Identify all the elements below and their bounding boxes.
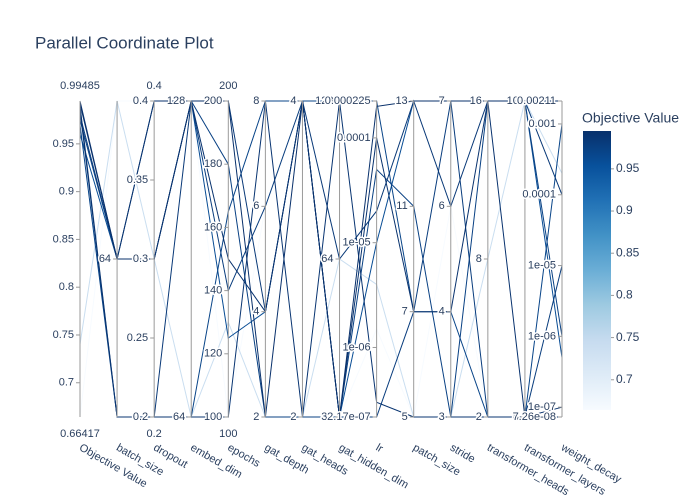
tick-label: 11	[396, 200, 407, 212]
tick-label: 8	[253, 95, 259, 107]
tick-label: 4	[439, 306, 445, 318]
tick-label: 10	[507, 95, 519, 107]
tick-label: 0.001	[528, 118, 556, 130]
colorbar-tick-label: 0.85	[616, 245, 640, 259]
tick-label: 160	[204, 221, 222, 233]
axis-title: lr	[374, 442, 386, 456]
tick-label: 1e-06	[528, 330, 556, 342]
range-min-label: 100	[219, 428, 237, 440]
tick-label: 1e-07	[528, 401, 556, 413]
trial-line	[79, 99, 563, 419]
tick-label: 1e-06	[342, 341, 370, 353]
tick-label: 0.7	[59, 377, 74, 389]
colorbar-tick-label: 0.7	[616, 372, 633, 386]
tick-label: 5	[402, 411, 408, 423]
tick-label: 2.17e-07	[327, 411, 370, 423]
trial-line	[79, 99, 563, 418]
tick-label: 3	[439, 411, 445, 423]
tick-label: 4	[290, 95, 296, 107]
tick-label: 6	[253, 200, 259, 212]
trial-line	[79, 100, 562, 418]
tick-label: 100	[204, 411, 222, 423]
tick-label: 0.000225	[325, 95, 371, 107]
tick-label: 0.8	[59, 281, 74, 293]
tick-label: 7	[439, 95, 445, 107]
tick-label: 13	[395, 95, 407, 107]
tick-label: 16	[470, 95, 482, 107]
tick-label: 0.35	[127, 174, 148, 186]
tick-label: 7.26e-08	[513, 411, 556, 423]
colorbar-tick-label: 0.9	[616, 203, 633, 217]
colorbar-tick-label: 0.95	[616, 161, 640, 175]
tick-label: 6	[439, 200, 445, 212]
tick-label: 0.25	[127, 332, 148, 344]
tick-label: 0.00211	[517, 95, 556, 107]
range-max-label: 200	[219, 80, 237, 92]
colorbar-title: Objective Value	[582, 110, 679, 126]
tick-label: 0.95	[53, 138, 74, 150]
range-min-label: 0.66417	[60, 428, 100, 440]
tick-label: 0.0001	[337, 132, 371, 144]
tick-label: 32	[321, 411, 333, 423]
colorbar-tick-label: 0.8	[616, 288, 633, 302]
tick-label: 0.9	[59, 186, 74, 198]
tick-label: 2	[476, 411, 482, 423]
tick-label: 180	[204, 158, 222, 170]
tick-label: 0.0001	[522, 189, 556, 201]
tick-label: 200	[204, 95, 222, 107]
tick-label: 128	[315, 95, 333, 107]
tick-label: 140	[204, 285, 222, 297]
tick-label: 8	[513, 411, 519, 423]
tick-label: 64	[321, 253, 333, 265]
tick-label: 2	[290, 411, 296, 423]
tick-label: 0.85	[53, 233, 74, 245]
tick-label: 0.3	[133, 253, 148, 265]
tick-label: 4	[253, 306, 259, 318]
tick-label: 1e-05	[342, 237, 370, 249]
colorbar	[583, 131, 611, 410]
range-max-label: 0.4	[147, 80, 162, 92]
trial-lines	[79, 99, 563, 419]
tick-label: 0.75	[53, 329, 74, 341]
range-min-label: 0.2	[147, 428, 162, 440]
tick-label: 64	[99, 253, 111, 265]
tick-label: 7	[402, 306, 408, 318]
tick-label: 1e-05	[528, 259, 556, 271]
tick-label: 2	[253, 411, 259, 423]
tick-label: 8	[476, 253, 482, 265]
range-max-label: 0.99485	[60, 80, 100, 92]
tick-label: 128	[167, 95, 185, 107]
colorbar-tick-label: 0.75	[616, 330, 640, 344]
tick-label: 120	[204, 348, 222, 360]
tick-label: 0.4	[133, 95, 148, 107]
tick-label: 64	[173, 411, 185, 423]
chart-title: Parallel Coordinate Plot	[35, 33, 214, 52]
tick-label: 0.2	[133, 411, 148, 423]
